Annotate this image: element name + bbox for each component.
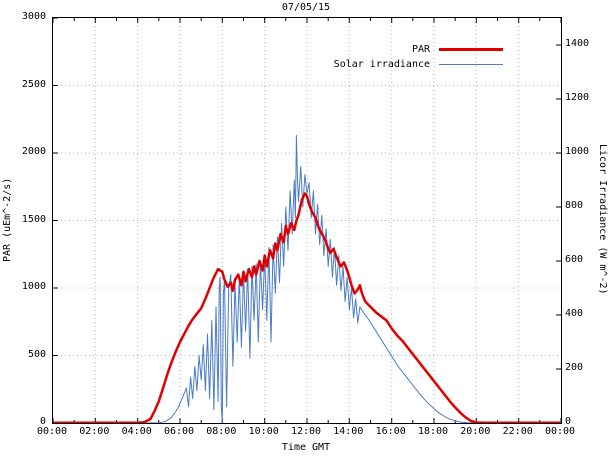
x-tick-label: 14:00 — [333, 426, 364, 437]
plot-svg — [53, 18, 561, 423]
x-axis-ticks: 00:00 02:00 04:00 06:00 08:00 10:00 12:00 14:00… — [37, 426, 575, 438]
x-tick-label: 00:00 — [36, 426, 68, 437]
y-left-tick-label: 0 — [39, 416, 46, 427]
legend-item-solar: Solar irradiance — [334, 59, 503, 70]
y-left-tick-label: 500 — [27, 348, 46, 360]
x-axis-label: Time GMT — [281, 442, 331, 453]
x-tick-label: 10:00 — [248, 426, 279, 437]
legend-label-solar: Solar irradiance — [333, 59, 430, 70]
x-tick-label: 16:00 — [375, 426, 406, 437]
legend-label-par: PAR — [411, 44, 430, 55]
y-right-tick-label: 0 — [565, 416, 572, 427]
x-tick-label: 06:00 — [163, 426, 195, 437]
y-right-tick-label: 1200 — [565, 92, 590, 103]
x-tick-label: 20:00 — [460, 426, 491, 437]
chart-title: 07/05/15 — [281, 2, 331, 13]
x-tick-label: 12:00 — [290, 426, 322, 437]
x-tick-label: 08:00 — [206, 426, 237, 437]
y-right-axis-label: Licor Irradiance (W m^-2) — [597, 144, 608, 295]
y-left-ticks: 0 500 1000 1500 2000 2500 3000 — [0, 11, 46, 427]
y-right-tick-label: 600 — [565, 254, 584, 265]
y-left-tick-label: 3000 — [21, 11, 46, 22]
legend-item-par: PAR — [412, 44, 503, 55]
par-line-sample-icon — [439, 48, 503, 51]
y-left-tick-label: 2000 — [21, 146, 46, 157]
solar-line-sample-icon — [439, 64, 503, 65]
plot-area: PAR Solar irradiance — [52, 17, 562, 424]
legend: PAR Solar irradiance — [334, 44, 503, 70]
y-left-tick-label: 1000 — [21, 281, 46, 292]
y-right-tick-label: 1000 — [565, 146, 590, 157]
y-left-tick-label: 2500 — [21, 78, 46, 90]
y-right-ticks: 0 200 400 600 800 1000 1200 1400 — [565, 17, 605, 427]
x-tick-label: 00:00 — [544, 426, 576, 437]
x-tick-label: 02:00 — [79, 426, 110, 437]
x-tick-label: 04:00 — [121, 426, 152, 437]
y-right-tick-label: 400 — [565, 308, 584, 319]
x-tick-label: 22:00 — [502, 426, 533, 437]
y-left-tick-label: 1500 — [21, 213, 46, 225]
y-right-tick-label: 200 — [565, 362, 584, 373]
y-right-tick-label: 1400 — [565, 38, 590, 49]
y-right-tick-label: 800 — [565, 200, 584, 211]
x-tick-label: 18:00 — [417, 426, 449, 437]
